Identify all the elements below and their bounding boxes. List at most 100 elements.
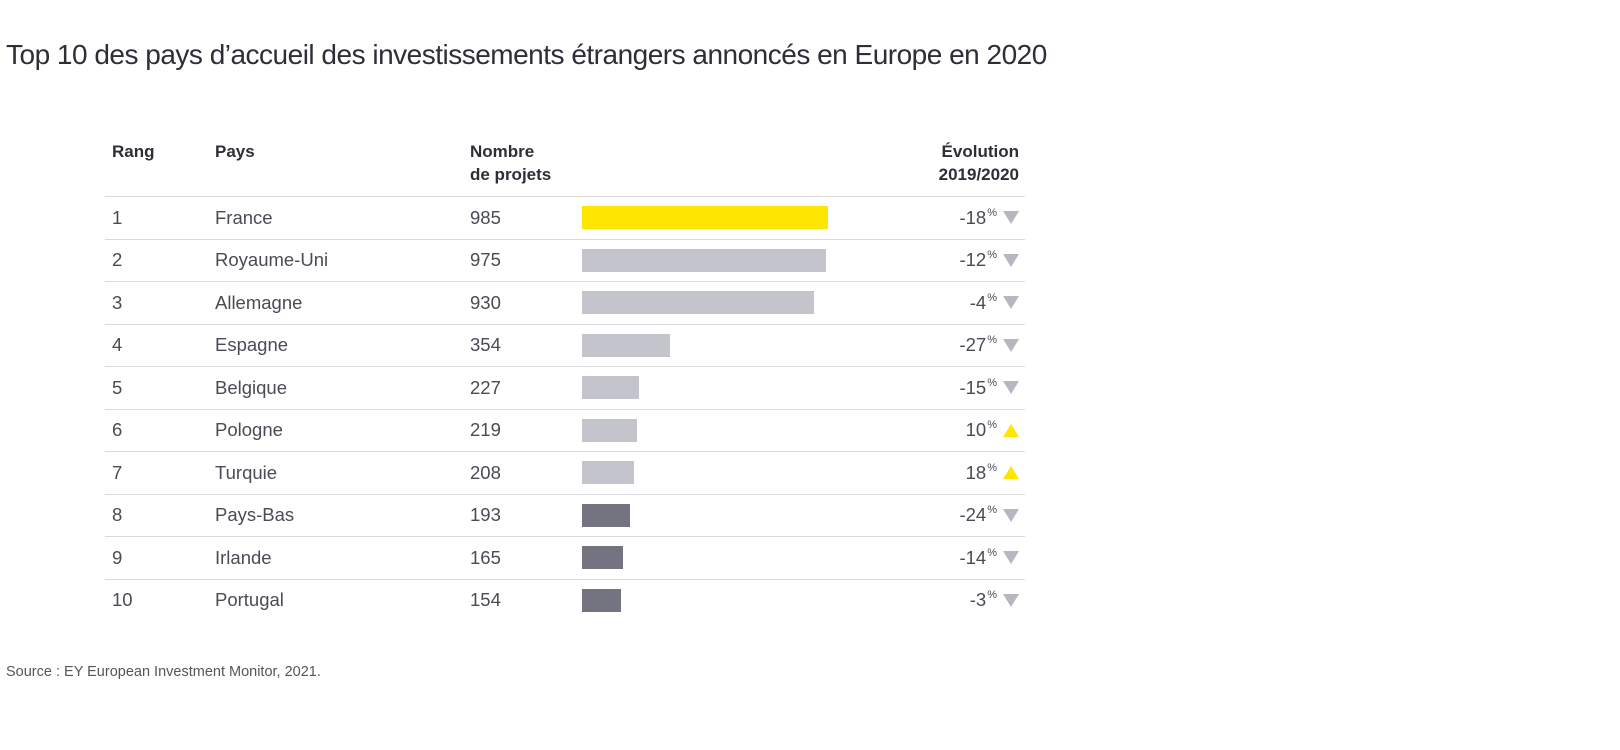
evolution-value: -14	[959, 546, 987, 568]
percent-sign: %	[987, 504, 997, 517]
percent-sign: %	[987, 291, 997, 304]
project-count-bar	[582, 546, 624, 570]
evolution-value: 10	[965, 419, 987, 441]
project-count-bar	[582, 376, 639, 400]
table-row: 9 Irlande 165 -14 %	[105, 536, 1025, 579]
evolution-cell: -4 %	[840, 292, 1025, 314]
table-row: 8 Pays-Bas 193 -24 %	[105, 493, 1025, 537]
bar-cell	[582, 291, 840, 315]
column-header-evolution-line2: 2019/2020	[938, 165, 1019, 184]
trend-triangle-icon	[1003, 508, 1019, 522]
evolution-cell: -24 %	[840, 504, 1025, 526]
bar-cell	[582, 333, 840, 357]
rank-value: 7	[112, 461, 123, 483]
country-name: Pays-Bas	[215, 504, 295, 526]
projects-count: 219	[470, 419, 501, 441]
evolution-cell: -14 %	[840, 547, 1025, 569]
column-header-projects: Nombre de projets	[470, 140, 582, 196]
rank-value: 1	[112, 206, 123, 228]
bar-cell	[582, 206, 840, 230]
bar-cell	[582, 588, 840, 612]
bar-cell	[582, 546, 840, 570]
column-header-bar-spacer	[582, 140, 840, 196]
percent-sign: %	[987, 589, 997, 602]
trend-triangle-icon	[1003, 466, 1019, 480]
trend-triangle-icon	[1003, 423, 1019, 437]
column-header-evolution-line1: Évolution	[941, 142, 1019, 161]
project-count-bar	[582, 206, 828, 230]
table-header-row: Rang Pays Nombre de projets Évolution 20…	[105, 140, 1025, 196]
percent-sign: %	[987, 461, 997, 474]
rank-value: 2	[112, 249, 123, 271]
bar-cell	[582, 248, 840, 272]
table-row: 3 Allemagne 930 -4 %	[105, 281, 1025, 324]
rank-value: 6	[112, 419, 123, 441]
table-row: 10 Portugal 154 -3 %	[105, 578, 1025, 622]
country-name: Turquie	[215, 461, 278, 483]
country-name: France	[215, 206, 273, 228]
table-row: 4 Espagne 354 -27 %	[105, 323, 1025, 367]
country-name: Pologne	[215, 419, 283, 441]
source-caption: Source : EY European Investment Monitor,…	[6, 664, 321, 680]
country-name: Espagne	[215, 334, 289, 356]
trend-triangle-icon	[1003, 253, 1019, 267]
project-count-bar	[582, 503, 631, 527]
rank-value: 10	[112, 589, 133, 611]
table-row: 5 Belgique 227 -15 %	[105, 366, 1025, 409]
evolution-cell: 10 %	[840, 419, 1025, 441]
country-name: Belgique	[215, 376, 288, 398]
evolution-value: -4	[969, 291, 987, 313]
evolution-value: -3	[969, 589, 987, 611]
projects-count: 227	[470, 376, 501, 398]
trend-triangle-icon	[1003, 381, 1019, 395]
trend-triangle-icon	[1003, 338, 1019, 352]
evolution-value: -12	[959, 249, 987, 271]
project-count-bar	[582, 248, 826, 272]
table-row: 7 Turquie 208 18 %	[105, 451, 1025, 494]
trend-triangle-icon	[1003, 211, 1019, 225]
column-header-rank: Rang	[112, 142, 155, 161]
column-header-country: Pays	[215, 142, 255, 161]
rank-value: 4	[112, 334, 123, 356]
percent-sign: %	[987, 376, 997, 389]
projects-count: 193	[470, 504, 501, 526]
evolution-value: -18	[959, 206, 987, 228]
projects-count: 354	[470, 334, 501, 356]
project-count-bar	[582, 291, 815, 315]
country-name: Royaume-Uni	[215, 249, 329, 271]
column-header-projects-line1: Nombre	[470, 142, 535, 161]
country-name: Portugal	[215, 589, 284, 611]
evolution-cell: -15 %	[840, 377, 1025, 399]
evolution-cell: -3 %	[840, 589, 1025, 611]
evolution-cell: -12 %	[840, 249, 1025, 271]
project-count-bar	[582, 333, 671, 357]
evolution-cell: -18 %	[840, 207, 1025, 229]
percent-sign: %	[987, 249, 997, 262]
table-row: 6 Pologne 219 10 %	[105, 408, 1025, 452]
project-count-bar	[582, 461, 634, 485]
evolution-cell: -27 %	[840, 334, 1025, 356]
project-count-bar	[582, 588, 621, 612]
projects-count: 154	[470, 589, 501, 611]
bar-cell	[582, 376, 840, 400]
top10-table: Rang Pays Nombre de projets Évolution 20…	[105, 140, 1025, 621]
table-row: 2 Royaume-Uni 975 -12 %	[105, 238, 1025, 282]
rank-value: 5	[112, 376, 123, 398]
column-header-projects-line2: de projets	[470, 165, 552, 184]
percent-sign: %	[987, 419, 997, 432]
country-name: Irlande	[215, 546, 272, 568]
evolution-value: 18	[965, 461, 987, 483]
bar-cell	[582, 418, 840, 442]
percent-sign: %	[987, 546, 997, 559]
rank-value: 3	[112, 291, 123, 313]
table-row: 1 France 985 -18 %	[105, 196, 1025, 239]
percent-sign: %	[987, 206, 997, 219]
table-body: 1 France 985 -18 % 2 Royaume-Uni 975 -12…	[105, 196, 1025, 621]
trend-triangle-icon	[1003, 296, 1019, 310]
trend-triangle-icon	[1003, 593, 1019, 607]
evolution-value: -15	[959, 376, 987, 398]
evolution-value: -27	[959, 334, 987, 356]
project-count-bar	[582, 418, 637, 442]
projects-count: 208	[470, 461, 501, 483]
trend-triangle-icon	[1003, 551, 1019, 565]
